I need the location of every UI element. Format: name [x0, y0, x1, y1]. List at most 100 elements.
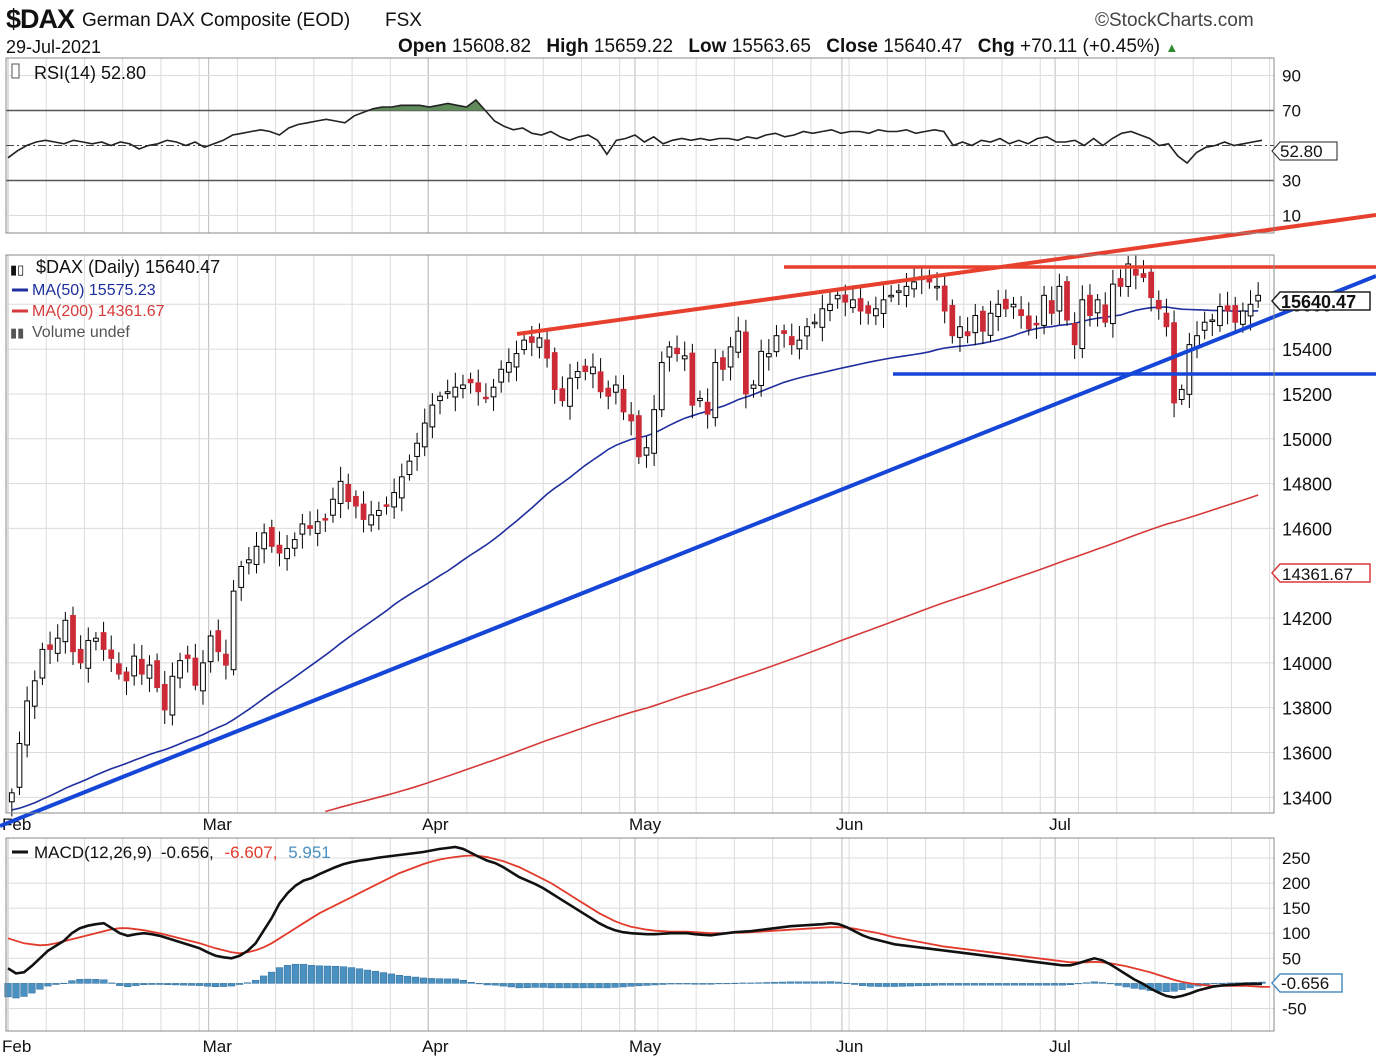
- macd-hist-bar: [930, 983, 939, 986]
- candle: [513, 340, 520, 382]
- candle-body-up: [375, 509, 382, 516]
- candle-body-up: [31, 680, 38, 707]
- candle-body-down: [628, 414, 635, 422]
- brand-logo[interactable]: ©StockCharts.com: [1095, 10, 1254, 31]
- candle-body-up: [299, 523, 306, 535]
- price-frame: [5, 254, 1275, 814]
- candle-body-up: [39, 648, 46, 679]
- candle: [1186, 332, 1193, 408]
- candle: [70, 606, 76, 665]
- candle: [353, 490, 359, 519]
- candle-body-down: [1025, 315, 1032, 330]
- price-tick-label: 13600: [1282, 743, 1332, 763]
- candle-body-up: [414, 442, 420, 457]
- candle-body-down: [47, 644, 53, 650]
- macd-hist-bar: [739, 982, 747, 984]
- candle-body-up: [62, 619, 69, 643]
- candle-body-down: [559, 388, 566, 402]
- macd-hist-bar: [843, 982, 851, 984]
- candle: [1064, 276, 1070, 326]
- candle-body-down: [842, 294, 849, 303]
- macd-hist-bar: [164, 983, 172, 985]
- macd-hist-bar: [92, 979, 100, 984]
- candle-body-down: [307, 525, 313, 529]
- macd-hist-bar: [539, 983, 547, 988]
- candle-body-up: [16, 743, 23, 788]
- macd-hist-bar: [172, 983, 180, 986]
- candle-body-up: [827, 303, 833, 312]
- candle: [643, 436, 650, 468]
- macd-hist-bar: [299, 963, 308, 984]
- macd-hist-bar: [251, 979, 260, 984]
- candle-body-up: [200, 662, 206, 692]
- macd-hist-bar: [483, 983, 491, 986]
- candle-body-up: [1186, 344, 1193, 395]
- candle: [307, 511, 313, 536]
- candle-body-down: [620, 388, 627, 413]
- candle: [24, 686, 30, 758]
- candle: [941, 273, 948, 324]
- candle-body-down: [123, 671, 130, 682]
- macd-tick-label: 200: [1282, 874, 1310, 893]
- macd-hist-bar: [196, 983, 204, 986]
- macd-hist-bar: [1082, 982, 1090, 984]
- candle: [597, 358, 604, 399]
- macd-hist-bar: [827, 981, 835, 984]
- price-tick-label: 13800: [1282, 699, 1332, 719]
- candle-body-up: [169, 675, 176, 716]
- macd-hist-bar: [156, 983, 164, 985]
- candle-body-up: [872, 308, 879, 317]
- candle: [1110, 269, 1116, 338]
- rsi-last-value: 52.80: [1280, 142, 1323, 161]
- macd-hist-bar: [347, 967, 356, 984]
- candle-body-up: [146, 664, 153, 679]
- macd-hist-bar: [771, 981, 779, 984]
- macd-hist-bar: [355, 968, 364, 984]
- chart-date: 29-Jul-2021: [6, 37, 102, 57]
- candle-body-down: [857, 298, 864, 312]
- candle-body-up: [987, 312, 994, 336]
- candle: [238, 560, 245, 601]
- macd-hist-bar: [291, 963, 300, 984]
- candle-body-up: [1201, 321, 1208, 331]
- macd-hist-bar: [515, 983, 523, 989]
- candle-body-up: [1125, 263, 1132, 287]
- candle: [551, 347, 558, 404]
- macd-hist-bar: [755, 982, 763, 984]
- candle: [169, 662, 176, 726]
- macd-hist-bar: [108, 982, 116, 984]
- candle: [207, 630, 214, 673]
- candle-body-up: [1094, 299, 1101, 314]
- candle: [39, 642, 46, 686]
- macd-hist-bar: [204, 983, 212, 987]
- candle-body-up: [429, 404, 436, 428]
- price-legend: ▮▯ $DAX (Daily) 15640.47 MA(50) 15575.23…: [10, 257, 220, 341]
- macd-hist-bar: [1042, 983, 1050, 986]
- macd-hist-bar: [1074, 983, 1082, 985]
- macd-hist-bar: [467, 981, 475, 984]
- macd-hist-bar: [659, 983, 667, 985]
- candle-body-up: [895, 290, 902, 293]
- macd-hist-bar: [507, 983, 515, 988]
- up-triangle-icon: ▲: [1165, 40, 1179, 55]
- candle: [1102, 292, 1109, 328]
- macd-hist-bar: [84, 978, 92, 984]
- macd-tick-label: 50: [1282, 949, 1301, 968]
- candle-body-down: [720, 357, 726, 370]
- candle-body-down: [192, 657, 199, 686]
- candle-body-down: [941, 285, 948, 312]
- candle: [345, 473, 352, 510]
- candle: [437, 391, 443, 415]
- candle: [360, 491, 367, 533]
- candle-body-up: [460, 384, 466, 389]
- candle: [1140, 260, 1147, 283]
- macd-hist-bar: [763, 982, 771, 984]
- candle-body-up: [337, 480, 344, 504]
- macd-hist-bar: [76, 979, 84, 984]
- macd-hist-bar: [579, 983, 587, 989]
- rsi-tick-label: 10: [1282, 207, 1301, 226]
- rsi-legend-icon: [11, 63, 20, 79]
- candle: [758, 339, 765, 397]
- candle-body-down: [116, 663, 122, 675]
